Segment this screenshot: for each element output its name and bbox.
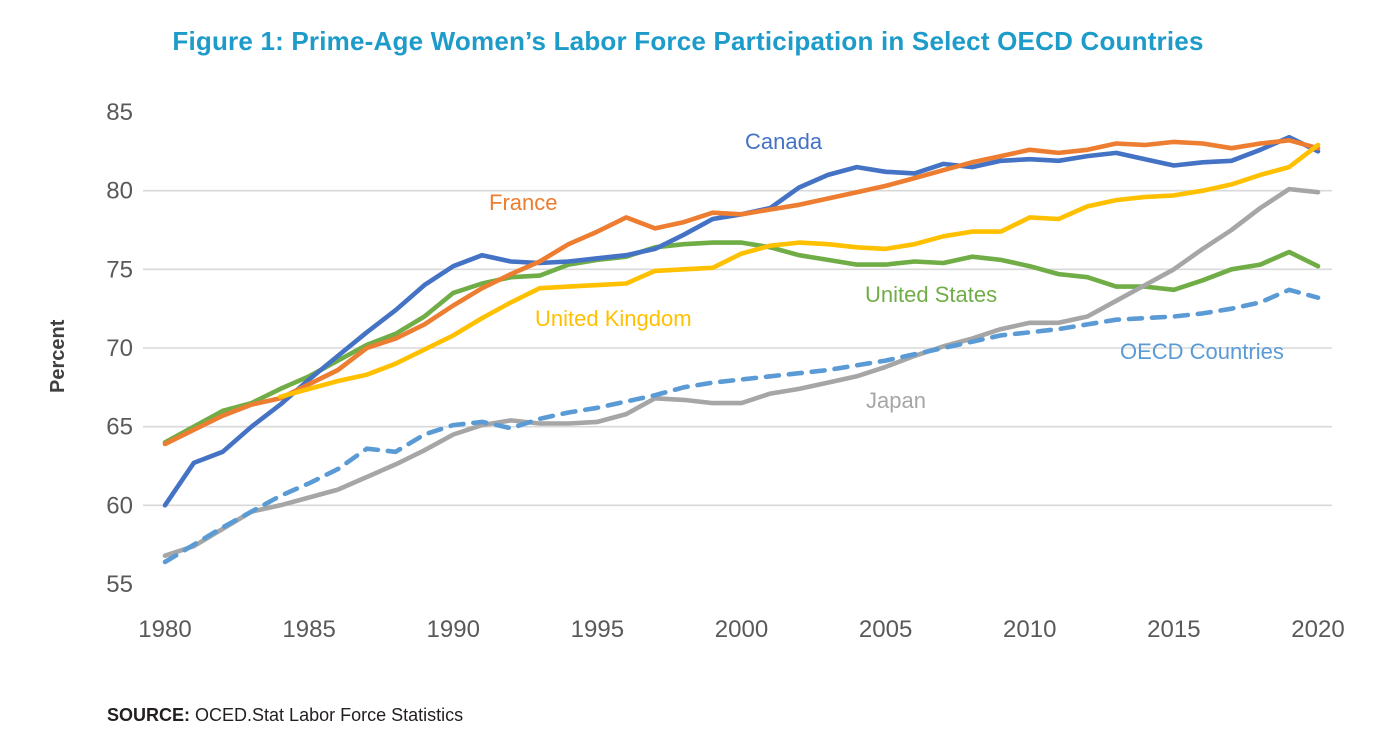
y-axis-tick-label: 60 bbox=[106, 492, 133, 519]
series-label-france: France bbox=[489, 190, 557, 215]
source-label: SOURCE: bbox=[107, 705, 191, 725]
x-axis-tick-label: 2010 bbox=[1003, 616, 1056, 643]
chart-title: Figure 1: Prime-Age Women’s Labor Force … bbox=[172, 26, 1204, 56]
series-label-united-states: United States bbox=[865, 282, 997, 307]
x-axis-tick-label: 2000 bbox=[715, 616, 768, 643]
y-axis-tick-label: 80 bbox=[106, 178, 133, 205]
series-label-oecd-countries: OECD Countries bbox=[1120, 339, 1284, 364]
x-axis-tick-label: 1990 bbox=[427, 616, 480, 643]
series-line-united-kingdom bbox=[277, 142, 1321, 400]
y-axis-tick-label: 55 bbox=[106, 571, 133, 598]
series-label-canada: Canada bbox=[745, 129, 823, 154]
series-label-japan: Japan bbox=[866, 388, 926, 413]
source-line: SOURCE: OCED.Stat Labor Force Statistics bbox=[107, 705, 463, 726]
series-line-oecd-countries bbox=[162, 287, 1321, 565]
x-axis-tick-label: 2005 bbox=[859, 616, 912, 643]
series-line-canada bbox=[162, 134, 1321, 508]
x-axis-tick-label: 2015 bbox=[1147, 616, 1200, 643]
y-axis-tick-label: 65 bbox=[106, 414, 133, 441]
x-axis-tick-label: 1985 bbox=[282, 616, 335, 643]
y-axis-tick-label: 75 bbox=[106, 256, 133, 283]
series-line-france bbox=[162, 138, 1321, 447]
source-text: OCED.Stat Labor Force Statistics bbox=[195, 705, 464, 725]
series-line-japan bbox=[162, 186, 1321, 559]
x-axis-tick-label: 1980 bbox=[138, 616, 191, 643]
x-axis-tick-label: 1995 bbox=[571, 616, 624, 643]
y-axis-tick-label: 85 bbox=[106, 99, 133, 126]
series-label-united-kingdom: United Kingdom bbox=[535, 306, 692, 331]
x-axis-tick-label: 2020 bbox=[1291, 616, 1344, 643]
series-line-united-states bbox=[162, 240, 1321, 445]
y-axis-tick-label: 70 bbox=[106, 335, 133, 362]
